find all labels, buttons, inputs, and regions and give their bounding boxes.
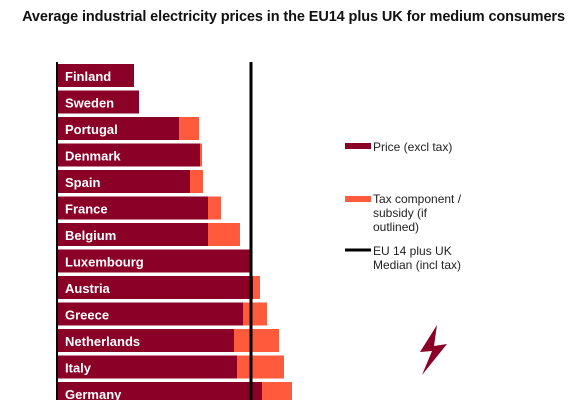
bar-price-italy	[57, 355, 237, 379]
category-label-luxembourg: Luxembourg	[65, 255, 144, 270]
bar-tax-portugal	[179, 117, 199, 140]
lightning-bolt-icon	[420, 325, 447, 375]
legend-swatch-price	[345, 143, 371, 149]
category-label-greece: Greece	[65, 308, 109, 323]
bar-tax-denmark	[200, 143, 202, 167]
bar-price-austria	[57, 276, 253, 299]
category-label-germany: Germany	[65, 387, 122, 400]
category-label-austria: Austria	[65, 281, 111, 296]
category-label-finland: Finland	[65, 69, 111, 84]
category-label-spain: Spain	[65, 175, 100, 190]
bar-tax-greece	[243, 302, 267, 326]
category-label-italy: Italy	[65, 361, 92, 376]
bar-price-germany	[57, 382, 262, 400]
category-label-sweden: Sweden	[65, 96, 114, 111]
chart-title: Average industrial electricity prices in…	[22, 9, 565, 25]
bar-tax-italy	[237, 355, 284, 379]
bar-price-belgium	[57, 223, 208, 246]
bar-tax-belgium	[208, 223, 240, 246]
bars-layer: Finland Sweden Portugal Denmark Spain France B…	[57, 64, 292, 400]
bar-tax-austria	[253, 276, 260, 299]
bar-price-spain	[57, 170, 190, 193]
bar-tax-spain	[190, 170, 203, 193]
bar-price-denmark	[57, 143, 200, 167]
legend: Price (excl tax) Tax component / subsidy …	[345, 140, 462, 272]
bar-price-sweden	[57, 90, 139, 114]
legend-label-median: EU 14 plus UK Median (incl tax)	[373, 244, 461, 272]
category-label-portugal: Portugal	[65, 122, 118, 137]
bar-price-greece	[57, 302, 243, 326]
bar-price-portugal	[57, 117, 179, 140]
legend-swatch-tax	[345, 196, 371, 202]
bar-tax-netherlands	[234, 329, 279, 352]
category-label-france: France	[65, 202, 108, 217]
bar-price-finland	[57, 64, 134, 87]
bar-price-luxembourg	[57, 249, 251, 273]
bar-tax-france	[208, 196, 221, 220]
category-label-denmark: Denmark	[65, 149, 121, 164]
bar-price-france	[57, 196, 208, 220]
category-label-netherlands: Netherlands	[65, 334, 140, 349]
bar-price-netherlands	[57, 329, 234, 352]
category-label-belgium: Belgium	[65, 228, 116, 243]
legend-label-price: Price (excl tax)	[373, 140, 452, 154]
legend-label-tax: Tax component / subsidy (if outlined)	[373, 192, 462, 234]
bar-tax-germany	[262, 382, 292, 400]
